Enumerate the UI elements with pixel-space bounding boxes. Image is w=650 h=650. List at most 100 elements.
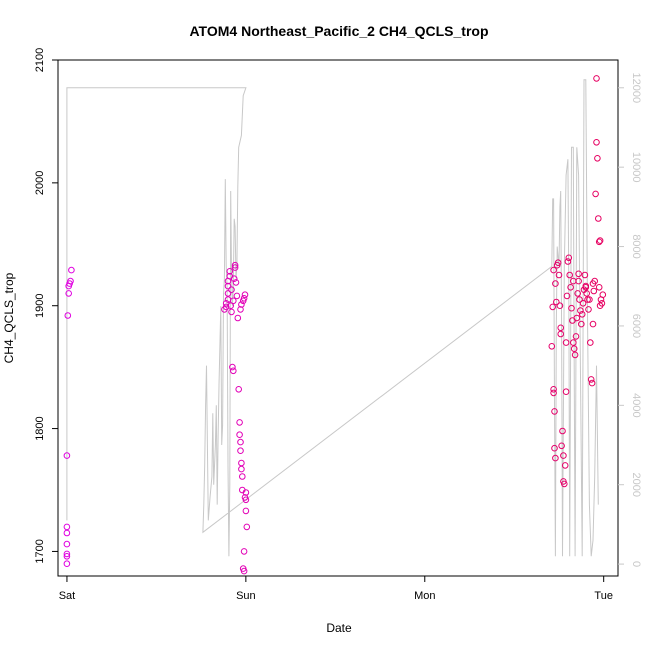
data-point [550,389,557,397]
data-point [566,271,574,279]
data-point [64,312,72,319]
data-point [550,266,557,274]
y-tick-label-left: 2000 [34,171,46,195]
y-tick-label-left: 1700 [34,539,46,563]
data-point [587,339,594,346]
data-point [238,301,245,308]
data-point [576,296,583,303]
data-point [595,238,603,246]
y-axis-label: CH4_QCLS_trop [2,272,16,363]
x-tick-label: Sat [59,590,76,602]
y-tick-label-right: 12000 [630,72,642,103]
y-tick-label-right: 8000 [630,234,642,258]
data-point [567,284,574,291]
x-axis-label: Date [326,621,352,635]
data-point [230,297,237,305]
data-point [587,376,595,383]
series-layer [63,75,607,575]
data-point [559,427,566,435]
data-point [554,259,562,267]
data-point [596,237,604,244]
data-point [63,550,71,558]
data-point [548,343,556,350]
data-point [558,442,565,450]
data-point [575,270,582,278]
data-point [238,459,245,467]
data-point [65,290,72,297]
data-point [551,408,558,415]
data-point [233,292,241,300]
y-tick-label-right: 10000 [630,152,642,183]
data-point [561,462,569,469]
data-point [239,473,246,480]
data-point [63,560,71,568]
data-point [595,215,602,222]
data-point [578,320,585,328]
data-point [237,306,244,313]
data-point [232,279,240,286]
x-tick-label: Sun [236,590,256,602]
x-tick-label: Tue [594,590,613,602]
series-line [66,79,599,557]
data-point [242,489,250,496]
y-tick-label-left: 2100 [34,48,46,72]
y-tick-label-right: 4000 [630,393,642,417]
data-point [240,548,248,555]
data-point [578,311,586,318]
data-point [238,465,245,473]
data-point [235,386,242,393]
y-tick-label-right: 0 [630,561,642,567]
data-point [589,280,597,287]
data-point [63,523,71,531]
data-point [234,314,242,322]
chart-title: ATOM4 Northeast_Pacific_2 CH4_QCLS_trop [189,23,488,39]
data-point [556,302,564,310]
data-point [63,529,71,537]
data-point [593,139,600,146]
data-point [237,438,244,446]
data-point [552,280,559,287]
data-point [590,287,598,295]
data-point [594,155,601,162]
data-point [242,507,250,515]
data-point [231,264,239,271]
data-point [222,303,230,311]
data-point [228,286,235,294]
data-point [63,540,71,548]
data-point [67,277,74,285]
data-point [549,303,557,311]
data-point [236,419,243,426]
data-point [592,190,599,198]
y-tick-label-left: 1800 [34,416,46,440]
data-point [241,291,249,299]
data-point [557,324,565,332]
x-tick-label: Mon [414,590,435,602]
data-point [574,290,582,297]
data-point [227,302,234,310]
data-point [552,454,559,462]
data-point [586,296,593,303]
data-point [565,254,573,262]
data-point [226,268,234,275]
data-point [581,271,589,279]
data-point [228,308,235,316]
data-point [570,277,577,285]
data-point [551,444,558,452]
data-point [224,290,232,297]
data-point [570,345,578,353]
data-point [595,284,603,291]
data-point [589,320,597,328]
data-point [224,282,232,290]
data-point [585,306,592,313]
data-point [560,452,567,459]
data-point [573,314,581,322]
y-axis-left: 1700 1800 1900 2000 2100 [34,48,58,564]
data-point [596,302,604,310]
data-point [237,447,244,455]
data-point [562,339,570,346]
data-point [240,295,248,302]
data-point [584,296,591,303]
y-tick-label-right: 6000 [630,314,642,338]
data-point [555,271,563,279]
